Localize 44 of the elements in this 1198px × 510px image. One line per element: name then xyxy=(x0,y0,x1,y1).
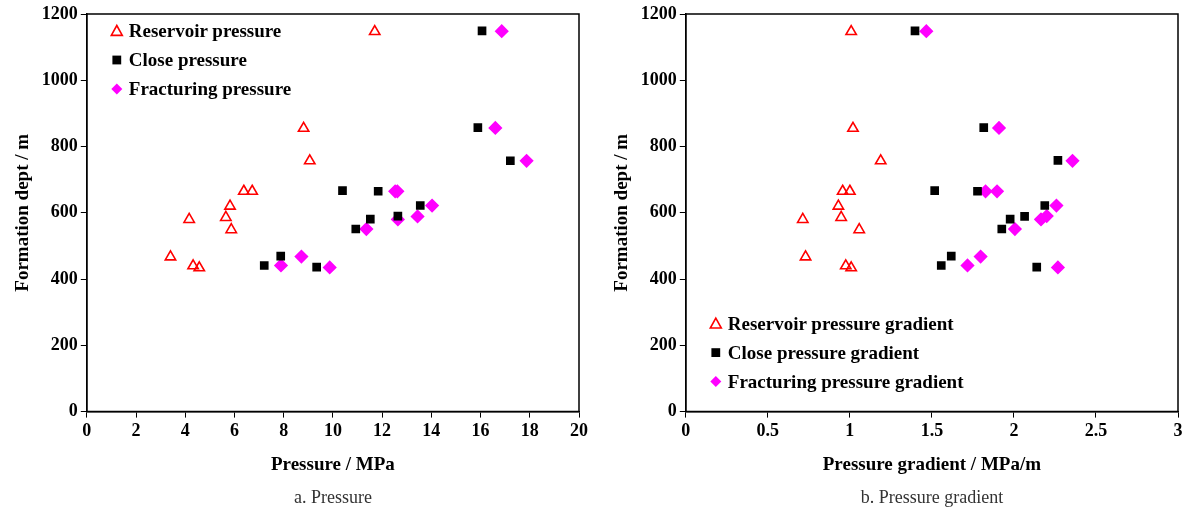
y-tick-label: 1200 xyxy=(640,2,677,23)
y-tick-label: 600 xyxy=(50,201,78,222)
legend-label: Reservoir pressure xyxy=(128,19,282,41)
y-tick-label: 200 xyxy=(649,333,677,354)
x-tick-label: 0 xyxy=(681,420,691,441)
x-tick-label: 3 xyxy=(1173,420,1183,441)
x-tick-label: 20 xyxy=(570,420,588,441)
legend-label: Fracturing pressure xyxy=(128,77,292,99)
y-tick-label: 400 xyxy=(50,267,78,288)
legend-label: Close pressure gradient xyxy=(727,341,920,363)
x-tick-label: 2 xyxy=(1009,420,1019,441)
legend-label: Reservoir pressure gradient xyxy=(727,312,955,334)
x-tick-label: 14 xyxy=(422,420,441,441)
x-tick-label: 6 xyxy=(229,420,239,441)
x-tick-label: 1 xyxy=(845,420,855,441)
text: b. Pressure gradient xyxy=(860,486,1004,507)
y-tick-label: 0 xyxy=(667,400,677,421)
y-tick-label: 1000 xyxy=(640,68,677,89)
y-axis-title: Formation dept / m xyxy=(11,133,33,292)
x-tick-label: 2 xyxy=(131,420,141,441)
x-tick-label: 10 xyxy=(323,420,342,441)
x-axis-title: Pressure gradient / MPa/m xyxy=(822,452,1042,474)
x-tick-label: 12 xyxy=(373,420,392,441)
y-tick-label: 600 xyxy=(649,201,677,222)
y-axis-title: Formation dept / m xyxy=(610,133,632,292)
text: a. Pressure xyxy=(293,486,372,507)
y-tick-label: 1000 xyxy=(41,68,78,89)
x-tick-label: 8 xyxy=(279,420,289,441)
y-tick-label: 200 xyxy=(50,333,78,354)
y-tick-label: 0 xyxy=(68,400,78,421)
x-tick-label: 2.5 xyxy=(1084,420,1108,441)
x-tick-label: 4 xyxy=(180,420,190,441)
x-tick-label: 1.5 xyxy=(920,420,944,441)
x-axis-title: Pressure / MPa xyxy=(270,452,396,474)
x-tick-label: 16 xyxy=(471,420,490,441)
x-tick-label: 0.5 xyxy=(756,420,780,441)
legend-label: Close pressure xyxy=(128,48,247,70)
x-tick-label: 0 xyxy=(82,420,92,441)
y-tick-label: 800 xyxy=(649,135,677,156)
legend-label: Fracturing pressure gradient xyxy=(727,370,965,392)
y-tick-label: 400 xyxy=(649,267,677,288)
y-tick-label: 800 xyxy=(50,135,78,156)
y-tick-label: 1200 xyxy=(41,2,78,23)
x-tick-label: 18 xyxy=(520,420,539,441)
